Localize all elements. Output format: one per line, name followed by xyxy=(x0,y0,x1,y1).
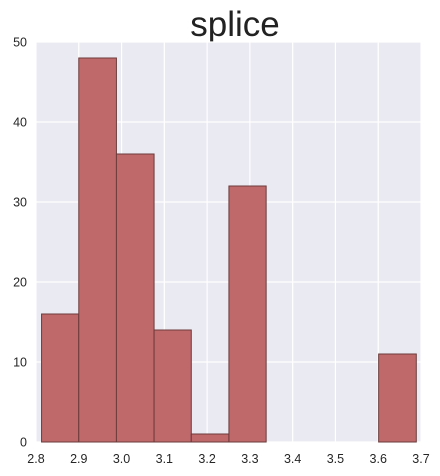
histogram-bar xyxy=(115,153,155,443)
y-tick-label: 20 xyxy=(13,276,27,290)
x-tick-label: 2.9 xyxy=(70,452,87,466)
y-tick-label: 30 xyxy=(13,196,27,210)
x-tick-label: 3.5 xyxy=(327,452,344,466)
x-axis-ticks: 2.8 2.9 3.0 3.1 3.2 3.3 3.4 3.5 3.6 3.7 xyxy=(27,452,429,466)
bars xyxy=(41,57,417,443)
y-tick-label: 10 xyxy=(13,356,27,370)
x-tick-label: 3.7 xyxy=(412,452,429,466)
x-tick-label: 3.2 xyxy=(198,452,215,466)
y-tick-label: 40 xyxy=(13,116,27,130)
x-tick-label: 2.8 xyxy=(27,452,44,466)
histogram-bar xyxy=(153,329,192,443)
histogram-bar xyxy=(228,185,267,443)
x-tick-label: 3.1 xyxy=(156,452,173,466)
y-axis-ticks: 0 10 20 30 40 50 xyxy=(13,36,27,450)
x-tick-label: 3.0 xyxy=(113,452,130,466)
y-tick-label: 0 xyxy=(20,436,27,450)
x-tick-label: 3.4 xyxy=(284,452,301,466)
histogram-bar xyxy=(378,353,417,443)
x-tick-label: 3.6 xyxy=(370,452,387,466)
histogram-bar xyxy=(190,433,230,443)
x-tick-label: 3.3 xyxy=(241,452,258,466)
y-tick-label: 50 xyxy=(13,36,27,50)
chart-title: splice xyxy=(190,5,279,44)
histogram-bar xyxy=(41,313,80,443)
histogram-bar xyxy=(78,57,117,443)
